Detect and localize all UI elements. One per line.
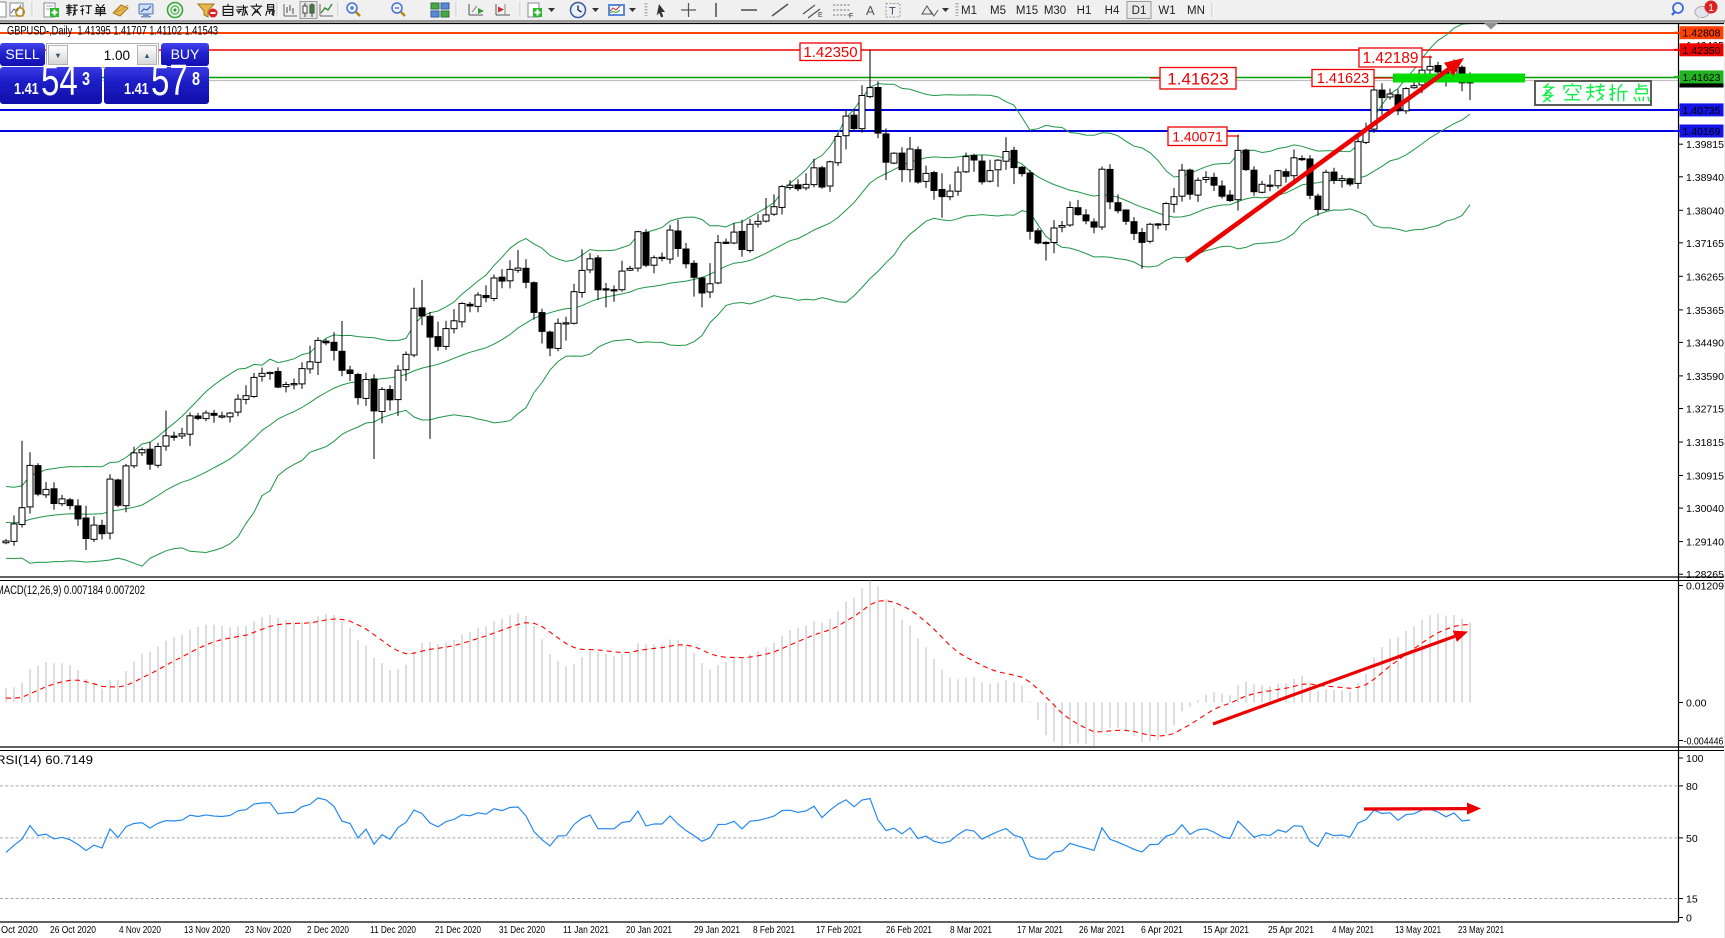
svg-text:2 Dec 2020: 2 Dec 2020	[307, 925, 349, 936]
svg-text:21 Dec 2020: 21 Dec 2020	[435, 925, 481, 936]
svg-text:1.42189: 1.42189	[1362, 50, 1418, 67]
svg-text:1.31815: 1.31815	[1686, 437, 1724, 449]
svg-text:1.32715: 1.32715	[1686, 404, 1724, 416]
svg-text:F: F	[849, 13, 853, 20]
svg-text:1.41623: 1.41623	[1167, 69, 1228, 88]
svg-text:23 May 2021: 23 May 2021	[1458, 925, 1504, 936]
svg-text:1.37165: 1.37165	[1686, 238, 1724, 250]
svg-text:T: T	[889, 6, 896, 18]
svg-text:RSI(14) 60.7149: RSI(14) 60.7149	[0, 755, 93, 767]
svg-text:A: A	[866, 3, 875, 18]
svg-text:1.42350: 1.42350	[1683, 45, 1721, 57]
svg-text:1.38040: 1.38040	[1686, 205, 1724, 217]
svg-text:1.38940: 1.38940	[1686, 172, 1724, 184]
svg-text:80: 80	[1686, 781, 1698, 793]
svg-text:1.42350: 1.42350	[803, 44, 857, 61]
svg-text:1.41543: 1.41543	[1683, 83, 1721, 95]
svg-text:1.35365: 1.35365	[1686, 305, 1724, 317]
svg-text:4 Nov 2020: 4 Nov 2020	[119, 925, 161, 936]
svg-text:31 Dec 2020: 31 Dec 2020	[499, 925, 545, 936]
svg-text:D1: D1	[1132, 5, 1147, 17]
svg-text:1.33590: 1.33590	[1686, 371, 1724, 383]
svg-text:8 Mar 2021: 8 Mar 2021	[950, 925, 992, 936]
svg-text:13 May 2021: 13 May 2021	[1395, 925, 1441, 936]
svg-text:17 Mar 2021: 17 Mar 2021	[1017, 925, 1063, 936]
svg-text:1.36265: 1.36265	[1686, 271, 1724, 283]
svg-text:1.29140: 1.29140	[1686, 537, 1724, 549]
svg-text:0.01209: 0.01209	[1686, 581, 1724, 593]
svg-text:8 Feb 2021: 8 Feb 2021	[753, 925, 795, 936]
svg-text:26 Feb 2021: 26 Feb 2021	[886, 925, 932, 936]
svg-text:M1: M1	[961, 5, 977, 17]
svg-text:26 Mar 2021: 26 Mar 2021	[1079, 925, 1125, 936]
svg-text:E: E	[818, 12, 823, 19]
svg-text:13 Nov 2020: 13 Nov 2020	[184, 925, 230, 936]
svg-text:M30: M30	[1044, 5, 1066, 17]
svg-text:1.40735: 1.40735	[1683, 105, 1721, 117]
svg-text:1.40169: 1.40169	[1683, 126, 1721, 138]
svg-text:1.41623: 1.41623	[1317, 71, 1369, 87]
svg-text:1.34490: 1.34490	[1686, 337, 1724, 349]
svg-text:26 Oct 2020: 26 Oct 2020	[50, 925, 96, 936]
svg-text:MN: MN	[1187, 5, 1205, 17]
svg-text:50: 50	[1686, 833, 1698, 845]
svg-text:23 Nov 2020: 23 Nov 2020	[245, 925, 291, 936]
svg-text:20 Jan 2021: 20 Jan 2021	[626, 925, 672, 936]
svg-text:H1: H1	[1077, 5, 1092, 17]
svg-text:6 Apr 2021: 6 Apr 2021	[1141, 925, 1183, 936]
svg-text:100: 100	[1686, 753, 1704, 765]
svg-text:15: 15	[1686, 894, 1698, 906]
svg-text:1.39815: 1.39815	[1686, 139, 1724, 151]
svg-text:17 Feb 2021: 17 Feb 2021	[816, 925, 862, 936]
svg-text:MACD(12,26,9) 0.007184 0.00720: MACD(12,26,9) 0.007184 0.007202	[0, 585, 145, 597]
svg-text:11 Jan 2021: 11 Jan 2021	[563, 925, 609, 936]
svg-text:15 Apr 2021: 15 Apr 2021	[1203, 925, 1249, 936]
svg-text:1: 1	[1708, 3, 1714, 14]
svg-text:GBPUSD-,Daily 1.41395 1.41707: GBPUSD-,Daily 1.41395 1.41707 1.41102 1.…	[7, 26, 218, 38]
svg-text:1.30915: 1.30915	[1686, 471, 1724, 483]
svg-text:W1: W1	[1158, 5, 1175, 17]
svg-text:-0.004446: -0.004446	[1684, 736, 1724, 748]
svg-text:M15: M15	[1016, 5, 1038, 17]
svg-text:1.42808: 1.42808	[1683, 28, 1721, 40]
svg-text:H4: H4	[1105, 5, 1120, 17]
svg-text:1.30040: 1.30040	[1686, 503, 1724, 515]
svg-text:0.00: 0.00	[1686, 698, 1707, 710]
svg-text:25 Apr 2021: 25 Apr 2021	[1268, 925, 1314, 936]
svg-text:4 May 2021: 4 May 2021	[1332, 925, 1374, 936]
svg-text:0: 0	[1686, 913, 1692, 925]
svg-text:Oct 2020: Oct 2020	[1, 925, 38, 936]
svg-text:1.41623: 1.41623	[1683, 72, 1721, 84]
svg-text:1.40071: 1.40071	[1172, 128, 1223, 144]
svg-text:29 Jan 2021: 29 Jan 2021	[694, 925, 740, 936]
svg-text:11 Dec 2020: 11 Dec 2020	[370, 925, 416, 936]
svg-text:M5: M5	[990, 5, 1006, 17]
svg-text:1.28265: 1.28265	[1686, 569, 1724, 581]
